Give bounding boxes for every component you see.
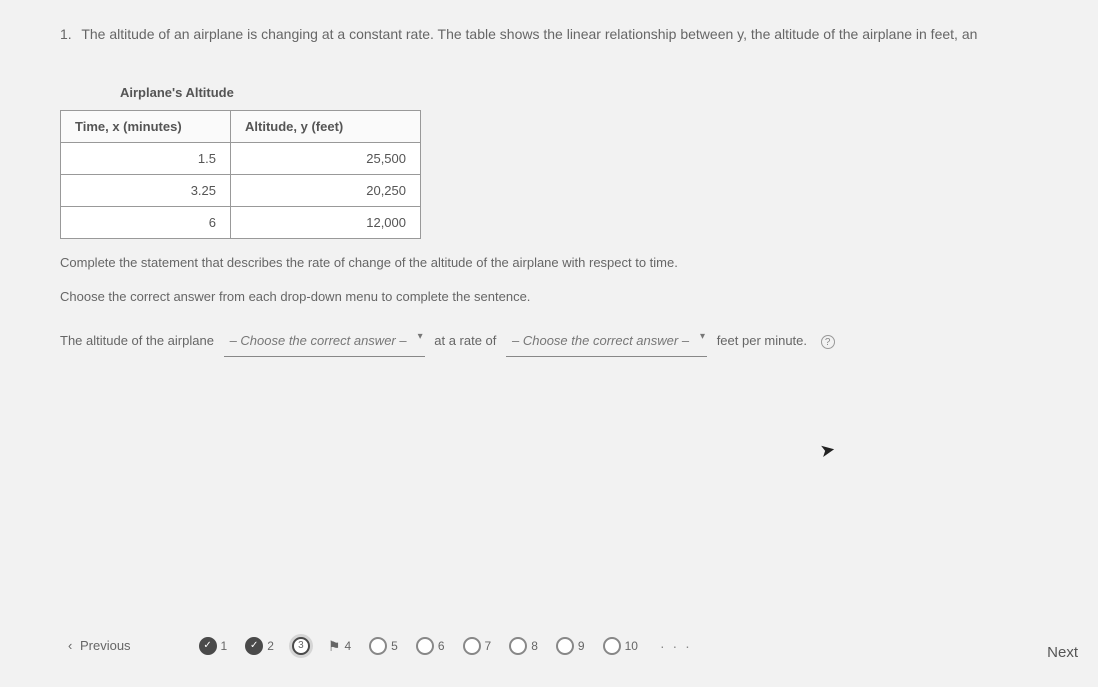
nav-q-label: 8 [531, 639, 538, 653]
nav-q8[interactable]: 8 [507, 635, 540, 657]
quiz-page: 1. The altitude of an airplane is changi… [0, 0, 1098, 687]
nav-q-label: 2 [267, 639, 274, 653]
cursor-icon: ➤ [818, 439, 837, 462]
chevron-left-icon: ‹ [68, 638, 72, 653]
circle-icon [369, 637, 387, 655]
circle-icon [463, 637, 481, 655]
nav-q-label: 1 [221, 639, 228, 653]
question-nav-bar: ‹ Previous 1 2 3 ⚑ 4 5 6 7 [0, 634, 1098, 657]
nav-q-label: 9 [578, 639, 585, 653]
cell-alt: 25,500 [231, 143, 421, 175]
nav-q10[interactable]: 10 [601, 635, 640, 657]
nav-q4[interactable]: ⚑ 4 [326, 637, 353, 655]
nav-q6[interactable]: 6 [414, 635, 447, 657]
check-icon [199, 637, 217, 655]
instruction-dropdown: Choose the correct answer from each drop… [60, 287, 1058, 307]
circle-icon [603, 637, 621, 655]
sentence-lead: The altitude of the airplane [60, 333, 214, 348]
nav-q1[interactable]: 1 [197, 635, 230, 657]
nav-q-label: 6 [438, 639, 445, 653]
cell-alt: 20,250 [231, 175, 421, 207]
circle-icon [416, 637, 434, 655]
col-header-altitude: Altitude, y (feet) [231, 111, 421, 143]
question-number: 1. [60, 24, 72, 45]
dropdown-direction[interactable]: – Choose the correct answer – [224, 326, 425, 357]
flag-icon: ⚑ [328, 639, 341, 653]
dropdown-rate[interactable]: – Choose the correct answer – [506, 326, 707, 357]
cell-time: 6 [61, 207, 231, 239]
table-row: 3.25 20,250 [61, 175, 421, 207]
table-row: 1.5 25,500 [61, 143, 421, 175]
cell-time: 3.25 [61, 175, 231, 207]
cell-alt: 12,000 [231, 207, 421, 239]
next-button[interactable]: Next [1037, 638, 1088, 667]
nav-q3[interactable]: 3 [290, 635, 312, 657]
nav-q2[interactable]: 2 [243, 635, 276, 657]
nav-q-label: 10 [625, 639, 638, 653]
cell-time: 1.5 [61, 143, 231, 175]
table-row: 6 12,000 [61, 207, 421, 239]
previous-label: Previous [80, 638, 131, 653]
nav-q-label: 5 [391, 639, 398, 653]
fill-sentence: The altitude of the airplane – Choose th… [60, 326, 1058, 357]
col-header-time: Time, x (minutes) [61, 111, 231, 143]
help-icon[interactable]: ? [821, 335, 835, 349]
nav-q-label: 7 [485, 639, 492, 653]
question-text: 1. The altitude of an airplane is changi… [60, 24, 1058, 45]
question-body: The altitude of an airplane is changing … [81, 26, 977, 42]
instruction-rate: Complete the statement that describes th… [60, 253, 1058, 273]
next-label: Next [1047, 644, 1078, 661]
nav-q5[interactable]: 5 [367, 635, 400, 657]
nav-ellipsis: · · · [660, 638, 692, 654]
nav-q9[interactable]: 9 [554, 635, 587, 657]
check-icon [245, 637, 263, 655]
sentence-mid: at a rate of [434, 333, 496, 348]
nav-q7[interactable]: 7 [461, 635, 494, 657]
table-title: Airplane's Altitude [120, 85, 1058, 100]
sentence-tail: feet per minute. [717, 333, 807, 348]
circle-icon [556, 637, 574, 655]
previous-button[interactable]: ‹ Previous [60, 634, 139, 657]
nav-q-label: 4 [344, 639, 351, 653]
current-dot-icon: 3 [292, 637, 310, 655]
circle-icon [509, 637, 527, 655]
altitude-table: Time, x (minutes) Altitude, y (feet) 1.5… [60, 110, 421, 239]
